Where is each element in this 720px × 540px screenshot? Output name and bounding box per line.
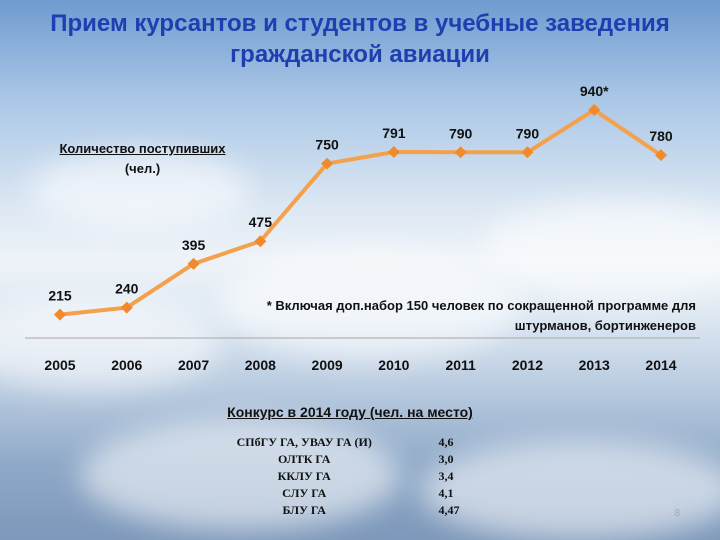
data-point-marker <box>454 146 467 159</box>
data-label: 791 <box>382 125 406 141</box>
data-label: 395 <box>182 237 206 253</box>
data-point-marker <box>120 301 133 314</box>
contest-value: 4,1 <box>438 486 454 500</box>
x-axis-ticks: 2005 2006 2007 2008 2009 2010 2011 2012 2013 2014 <box>44 357 676 373</box>
data-label: 940* <box>580 83 609 99</box>
x-tick-label: 2010 <box>378 357 409 373</box>
contest-row: ОЛТК ГА 3,0 <box>200 451 520 468</box>
data-label: 780 <box>649 128 673 144</box>
data-point-marker <box>521 146 534 159</box>
data-point-marker <box>387 146 400 159</box>
data-label: 475 <box>249 214 273 230</box>
contest-school-name: ККЛУ ГА <box>277 469 331 483</box>
data-point-marker <box>655 149 667 162</box>
x-tick-label: 2009 <box>312 357 343 373</box>
x-tick-label: 2005 <box>44 357 75 373</box>
page-number: 8 <box>674 508 680 519</box>
x-tick-label: 2013 <box>579 357 610 373</box>
footnote: * Включая доп.набор 150 человек по сокра… <box>266 298 696 333</box>
data-markers <box>54 103 667 321</box>
data-label: 215 <box>48 288 72 304</box>
line-chart: 2005 2006 2007 2008 2009 2010 2011 2012 2013 2014… <box>25 83 700 373</box>
data-point-marker <box>254 235 267 248</box>
contest-value: 3,0 <box>438 452 454 466</box>
contest-value: 3,4 <box>438 469 454 483</box>
contest-row: ККЛУ ГА 3,4 <box>200 468 520 485</box>
x-tick-label: 2011 <box>445 357 476 373</box>
contest-school-name: СПбГУ ГА, УВАУ ГА (И) <box>236 435 372 449</box>
contest-school-name: ОЛТК ГА <box>278 452 331 466</box>
data-point-marker <box>187 257 200 270</box>
series-line <box>58 107 663 317</box>
data-point-marker <box>321 157 334 170</box>
y-axis-label-line2: (чел.) <box>124 161 161 176</box>
x-tick-label: 2008 <box>245 357 276 373</box>
x-tick-label: 2014 <box>645 357 676 373</box>
data-label: 750 <box>315 137 339 153</box>
contest-row: БЛУ ГА 4,47 <box>200 502 520 519</box>
data-labels: 215 240 395 475 750 791 790 790 940* 780 <box>48 83 673 304</box>
contest-row: СПбГУ ГА, УВАУ ГА (И) 4,6 <box>200 434 520 451</box>
contest-school-name: СЛУ ГА <box>282 486 327 500</box>
data-label: 790 <box>449 125 473 141</box>
y-axis-label-line1: Количество поступивших <box>59 141 226 156</box>
y-axis-label: Количество поступивших (чел.) <box>30 139 255 179</box>
contest-value: 4,6 <box>438 435 454 449</box>
contest-school-name: БЛУ ГА <box>282 503 326 517</box>
contest-row: СЛУ ГА 4,1 <box>200 485 520 502</box>
x-tick-label: 2012 <box>512 357 543 373</box>
contest-table: СПбГУ ГА, УВАУ ГА (И) 4,6 ОЛТК ГА 3,0 ККЛУ Г… <box>200 434 520 519</box>
data-point-marker <box>54 308 66 321</box>
data-label: 240 <box>115 281 139 297</box>
data-label: 790 <box>516 125 540 141</box>
x-tick-label: 2007 <box>178 357 209 373</box>
contest-value: 4,47 <box>438 503 460 517</box>
x-tick-label: 2006 <box>111 357 142 373</box>
data-point-marker <box>588 103 601 116</box>
slide-title: Прием курсантов и студентов в учебные за… <box>50 10 670 68</box>
contest-title: Конкурс в 2014 году (чел. на место) <box>227 404 473 420</box>
